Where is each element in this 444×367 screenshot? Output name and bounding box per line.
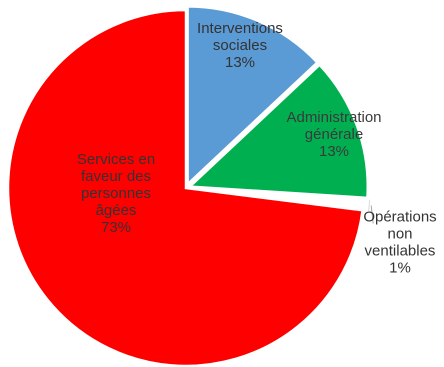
slice-label-line: non bbox=[387, 226, 412, 243]
slice-label-line: 13% bbox=[319, 143, 349, 160]
slice-label-line: 13% bbox=[225, 54, 255, 71]
slice-label-line: sociales bbox=[213, 37, 267, 54]
pie-slices bbox=[8, 6, 370, 366]
slice-label-line: ventilables bbox=[365, 243, 436, 260]
slice-label-line: âgées bbox=[96, 202, 137, 219]
slice-label-line: Opérations bbox=[363, 209, 436, 226]
slice-label-line: Services en bbox=[77, 151, 155, 168]
slice-label-line: Interventions bbox=[197, 20, 283, 37]
slice-label-line: faveur des bbox=[81, 168, 151, 185]
slice-label-2: Opérations non ventilables 1% bbox=[363, 209, 436, 277]
slice-label-line: 1% bbox=[389, 260, 411, 277]
slice-label-line: personnes bbox=[81, 185, 151, 202]
slice-label-line: 73% bbox=[101, 219, 131, 236]
slice-label-line: Administration bbox=[286, 109, 381, 126]
slice-label-line: générale bbox=[305, 126, 363, 143]
